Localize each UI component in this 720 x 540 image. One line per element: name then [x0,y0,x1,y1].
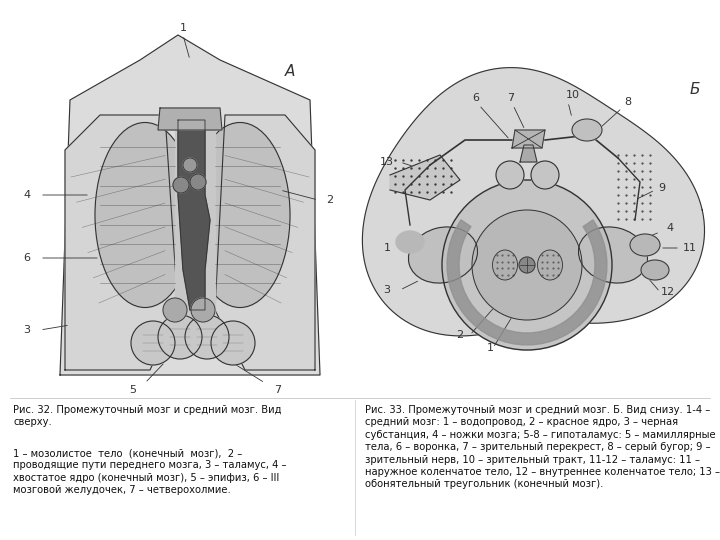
Polygon shape [175,110,215,325]
Text: Рис. 33. Промежуточный мозг и средний мозг. Б. Вид снизу. 1-4 –
средний мозг: 1 : Рис. 33. Промежуточный мозг и средний мо… [365,405,720,489]
Text: 1 – мозолистое  тело  (конечный  мозг),  2 –
проводящие пути переднего мозга, 3 : 1 – мозолистое тело (конечный мозг), 2 –… [13,448,287,495]
Polygon shape [512,130,545,148]
Polygon shape [362,68,704,336]
Circle shape [163,298,187,322]
Circle shape [173,177,189,193]
Text: 2: 2 [326,195,333,205]
Text: 8: 8 [624,97,631,107]
Ellipse shape [492,250,518,280]
Polygon shape [520,145,537,162]
Circle shape [496,161,524,189]
Circle shape [183,158,197,172]
Circle shape [472,210,582,320]
Text: 12: 12 [661,287,675,297]
Polygon shape [158,108,222,130]
Ellipse shape [641,260,669,280]
Ellipse shape [538,250,562,280]
Text: 1: 1 [179,23,186,33]
Circle shape [158,315,202,359]
Text: 3: 3 [24,325,30,335]
Circle shape [442,180,612,350]
Text: 1: 1 [487,343,493,353]
Circle shape [519,257,535,273]
Polygon shape [60,35,320,375]
Text: 9: 9 [658,183,665,193]
Circle shape [190,174,206,190]
Circle shape [211,321,255,365]
Polygon shape [390,155,460,200]
Text: 6: 6 [24,253,30,263]
Ellipse shape [630,234,660,256]
Text: 3: 3 [384,285,390,295]
Ellipse shape [95,123,195,307]
Text: 5: 5 [400,180,408,190]
Text: 7: 7 [274,385,282,395]
Text: 13: 13 [380,157,394,167]
Text: 10: 10 [566,90,580,100]
Text: 5: 5 [130,385,137,395]
Text: А: А [285,64,295,79]
Polygon shape [215,115,315,370]
Text: Б: Б [690,83,701,98]
Ellipse shape [408,227,477,283]
Text: 11: 11 [683,243,697,253]
Text: 4: 4 [24,190,30,200]
Circle shape [131,321,175,365]
Ellipse shape [572,119,602,141]
Text: 7: 7 [508,93,515,103]
Text: 1: 1 [384,243,390,253]
Text: Рис. 32. Промежуточный мозг и средний мозг. Вид
сверху.: Рис. 32. Промежуточный мозг и средний мо… [13,405,282,427]
Text: 2: 2 [456,330,464,340]
Polygon shape [447,220,607,345]
Text: 6: 6 [472,93,480,103]
Ellipse shape [396,231,424,253]
Ellipse shape [578,227,647,283]
Circle shape [191,298,215,322]
Ellipse shape [190,123,290,307]
Polygon shape [65,115,178,370]
Text: 4: 4 [667,223,674,233]
Polygon shape [178,120,210,310]
Circle shape [185,315,229,359]
Circle shape [531,161,559,189]
